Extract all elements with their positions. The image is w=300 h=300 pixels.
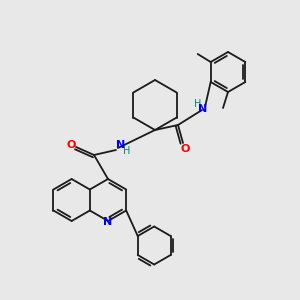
Text: N: N xyxy=(103,217,112,227)
Text: N: N xyxy=(116,140,126,150)
Text: H: H xyxy=(123,146,131,156)
Text: N: N xyxy=(198,104,208,114)
Text: H: H xyxy=(194,99,202,109)
Text: O: O xyxy=(180,144,190,154)
Text: O: O xyxy=(66,140,76,150)
